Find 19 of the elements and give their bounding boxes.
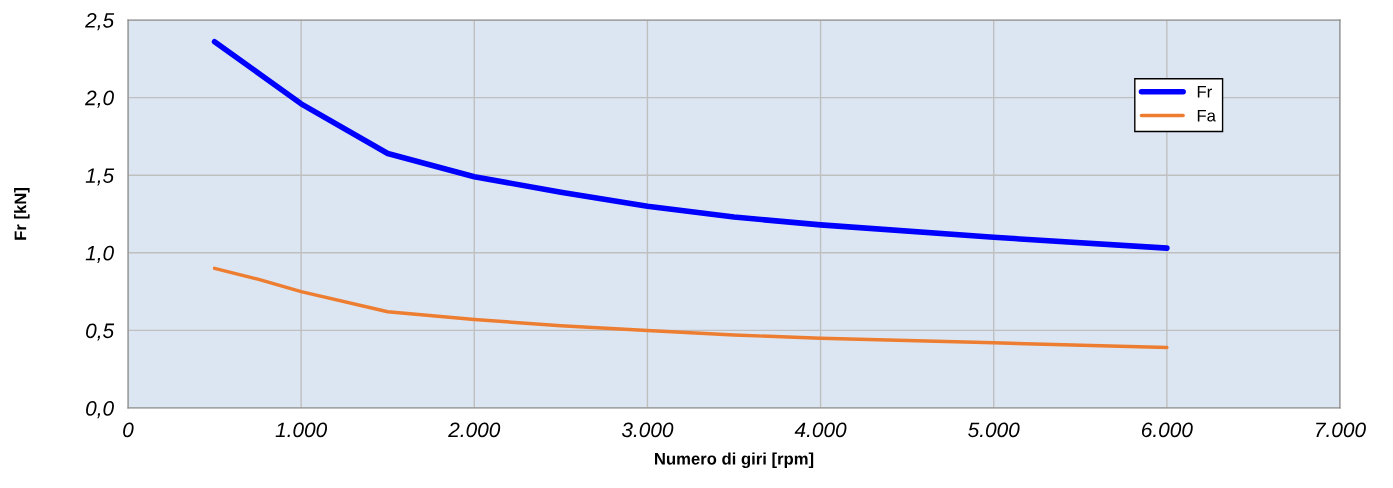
x-tick-label: 3.000 bbox=[621, 422, 674, 438]
y-tick-label: 2,5 bbox=[85, 13, 115, 31]
line-series bbox=[212, 266, 1169, 350]
x-tick-label: 1.000 bbox=[275, 422, 328, 438]
y-tick-label: 0,0 bbox=[86, 401, 114, 419]
x-axis-title: Numero di giri [rpm] bbox=[655, 452, 814, 469]
x-tick-label: 5.000 bbox=[968, 422, 1020, 438]
legend-label: Fa bbox=[1197, 109, 1216, 122]
x-tick-label: 7.000 bbox=[1316, 422, 1366, 438]
legend-label: Fr bbox=[1197, 86, 1212, 98]
y-tick-label: 1,0 bbox=[85, 245, 114, 264]
y-tick-label: 1,5 bbox=[85, 168, 115, 186]
y-axis-title: Fr [kN] bbox=[14, 188, 30, 240]
x-tick-label: 2.000 bbox=[448, 422, 501, 438]
x-tick-label: 0 bbox=[123, 422, 134, 438]
y-tick-label: 0,5 bbox=[86, 323, 115, 341]
y-tick-label: 2,0 bbox=[85, 90, 114, 108]
x-tick-label: 6.000 bbox=[1141, 422, 1193, 438]
x-tick-label: 4.000 bbox=[794, 422, 847, 438]
